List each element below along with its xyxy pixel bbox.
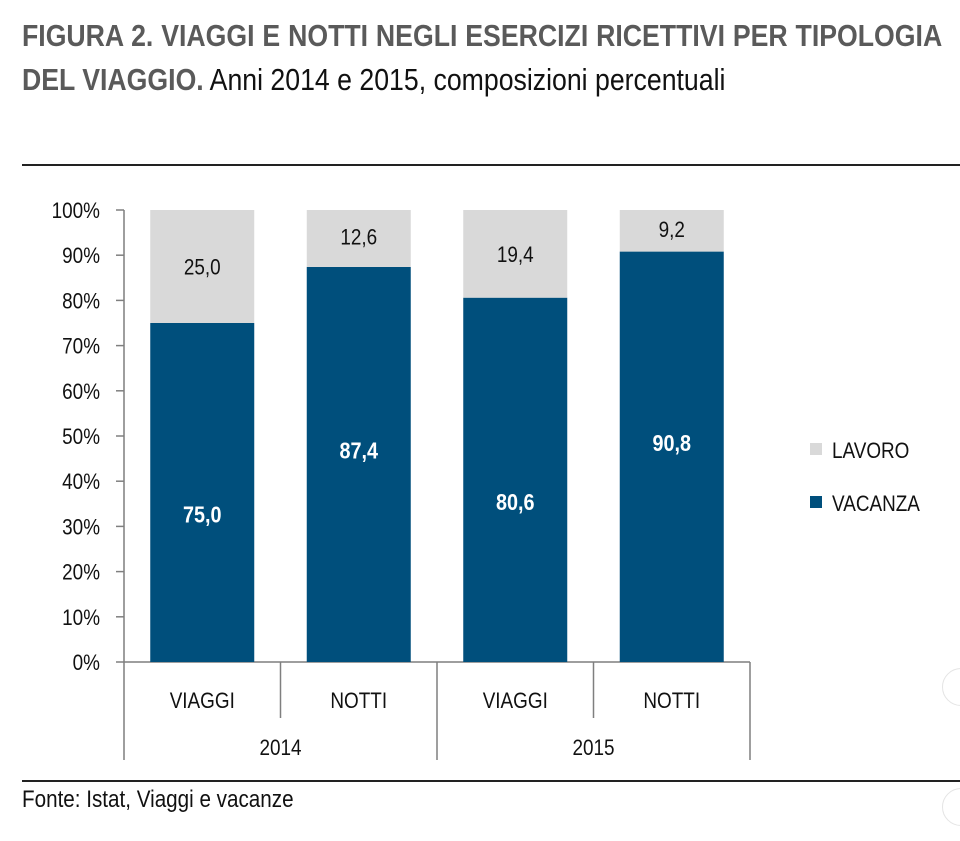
x-group-label: 2015 (572, 736, 614, 761)
y-tick-label: 90% (62, 244, 100, 269)
bar-vacanza (619, 251, 724, 663)
x-category-label: VIAGGI (483, 689, 548, 714)
y-tick-label: 100% (52, 199, 100, 224)
bar-lavoro (463, 210, 568, 298)
data-label-vacanza: 90,8 (653, 430, 692, 456)
y-tick-label: 50% (62, 425, 100, 450)
bar-lavoro (306, 210, 411, 267)
title-bold: FIGURA 2. VIAGGI E NOTTI NEGLI ESERCIZI … (22, 18, 943, 97)
data-label-lavoro: 9,2 (659, 217, 685, 242)
x-category-label: NOTTI (330, 689, 387, 714)
legend-swatch (810, 443, 822, 455)
legend-label: VACANZA (832, 492, 920, 517)
data-label-vacanza: 80,6 (496, 489, 535, 515)
bar-lavoro (619, 210, 724, 252)
bar-lavoro (150, 210, 255, 323)
x-category-label: VIAGGI (170, 689, 235, 714)
legend-swatch (810, 496, 822, 508)
chart-title: FIGURA 2. VIAGGI E NOTTI NEGLI ESERCIZI … (22, 14, 942, 102)
data-label-vacanza: 87,4 (340, 438, 379, 464)
y-tick-label: 30% (62, 515, 100, 540)
x-category-label: NOTTI (643, 689, 700, 714)
source-note: Fonte: Istat, Viaggi e vacanze (22, 786, 294, 813)
y-tick-label: 40% (62, 470, 100, 495)
data-label-lavoro: 25,0 (184, 255, 221, 280)
data-label-lavoro: 19,4 (497, 243, 534, 268)
y-tick-label: 20% (62, 560, 100, 585)
data-label-vacanza: 75,0 (183, 502, 222, 528)
y-tick-label: 60% (62, 379, 100, 404)
y-tick-label: 10% (62, 605, 100, 630)
x-group-label: 2014 (259, 736, 301, 761)
y-tick-label: 80% (62, 289, 100, 314)
bar-vacanza (306, 266, 411, 662)
y-tick-label: 70% (62, 334, 100, 359)
top-divider (22, 164, 960, 166)
legend-label: LAVORO (832, 439, 909, 464)
bottom-divider (22, 780, 960, 782)
y-tick-label: 0% (73, 651, 100, 676)
bar-vacanza (463, 297, 568, 662)
title-dot: . (196, 62, 204, 97)
bar-vacanza (150, 323, 255, 662)
title-rest: Anni 2014 e 2015, composizioni percentua… (203, 62, 726, 97)
data-label-lavoro: 12,6 (340, 225, 377, 250)
